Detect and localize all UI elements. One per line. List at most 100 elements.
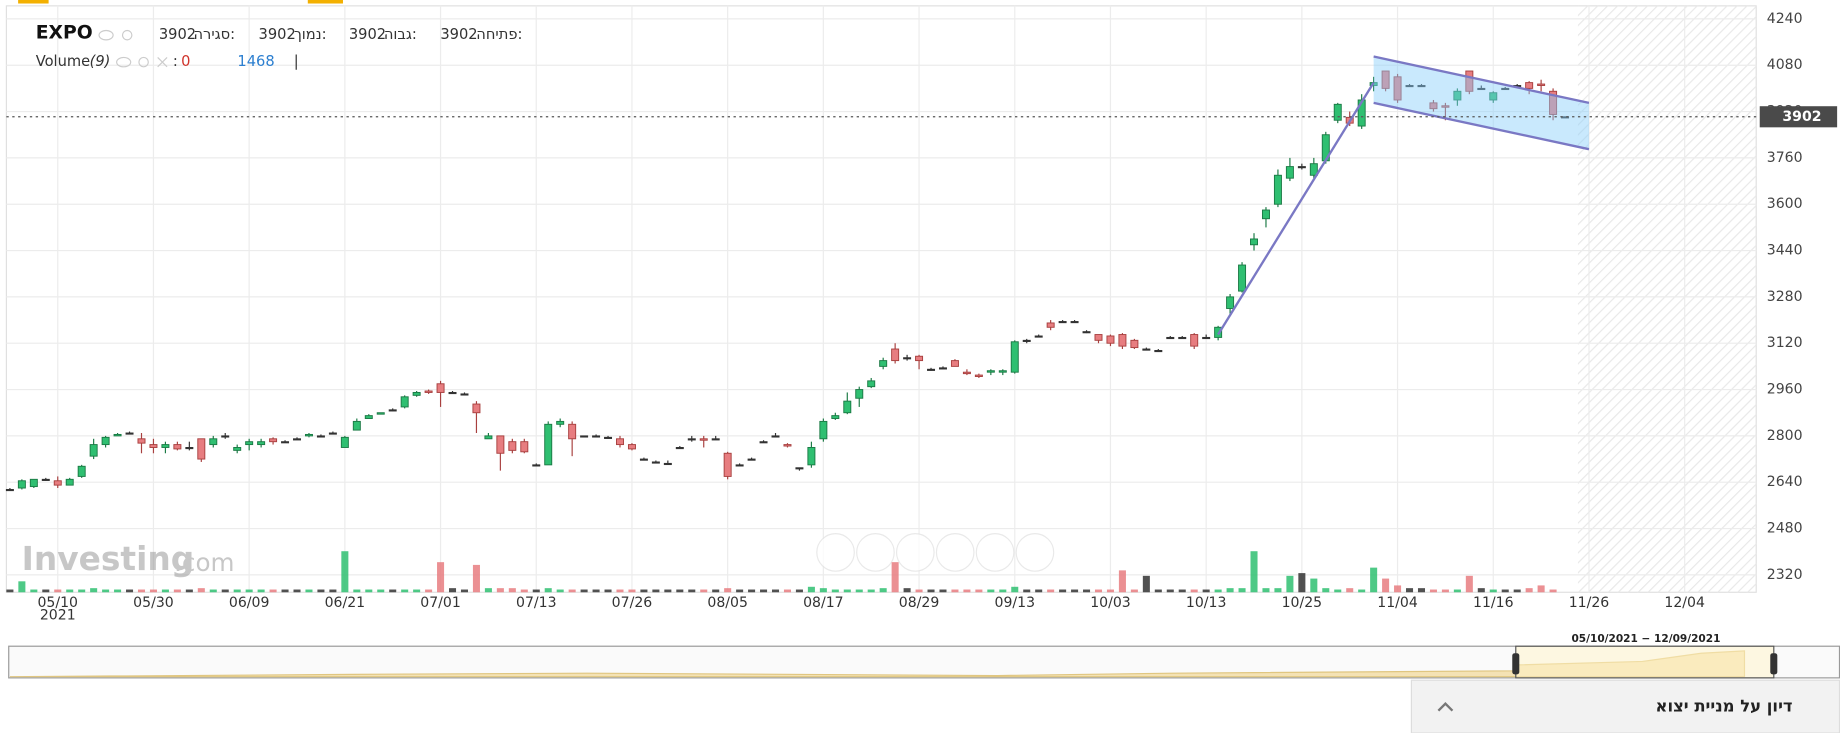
x-tick-label: 10/25 xyxy=(1282,595,1323,611)
candle-body xyxy=(1010,341,1019,373)
volume-bar xyxy=(544,588,552,593)
watermark: Investing .com xyxy=(22,540,235,578)
volume-bar xyxy=(1011,586,1019,593)
volume-bar xyxy=(1071,589,1079,593)
volume-bar xyxy=(114,589,122,593)
volume-bar xyxy=(1441,589,1449,593)
candle-body xyxy=(1058,321,1067,324)
candle-body xyxy=(1501,87,1510,91)
volume-bar xyxy=(54,589,62,593)
high-label: גבוה: xyxy=(384,26,417,43)
candle-body xyxy=(651,461,660,464)
x-tick-label: 08/17 xyxy=(803,595,844,611)
candle-body xyxy=(1118,334,1127,347)
candle-body xyxy=(1477,87,1486,91)
navigator-window[interactable] xyxy=(1515,645,1775,679)
trend-line xyxy=(1373,55,1590,105)
volume-bar xyxy=(1047,589,1055,593)
candle-body xyxy=(1429,102,1438,110)
candle-body xyxy=(508,441,517,451)
volume-bar xyxy=(1035,589,1043,593)
zoom-button[interactable] xyxy=(935,533,975,572)
volume-bar xyxy=(1262,588,1270,593)
zoom-button[interactable] xyxy=(895,533,935,572)
volume-label: Volume xyxy=(36,53,90,70)
candle-body xyxy=(41,478,50,481)
navigator-handle[interactable] xyxy=(1512,653,1520,675)
candle-body xyxy=(1166,336,1175,340)
candle-body xyxy=(1465,70,1474,92)
volume-bar xyxy=(604,589,612,593)
zoom-button[interactable] xyxy=(856,533,895,572)
zoom-button[interactable] xyxy=(1015,533,1055,572)
volume-bar xyxy=(425,589,433,593)
volume-bar xyxy=(245,589,253,593)
volume-bar xyxy=(987,589,995,593)
candle-body xyxy=(855,389,864,399)
discussion-bar[interactable] xyxy=(1410,679,1840,733)
volume-bar xyxy=(1238,588,1246,593)
y-tick-label: 2480 xyxy=(1767,521,1803,537)
close-value: 3902 xyxy=(159,26,196,43)
candle-body xyxy=(556,420,565,425)
trend-line xyxy=(1373,101,1590,151)
volume-bar xyxy=(1322,588,1330,593)
x-tick-label: 08/05 xyxy=(707,595,748,611)
candle-body xyxy=(340,436,349,448)
volume-bar xyxy=(449,588,457,593)
chevron[interactable] xyxy=(1437,702,1454,712)
volume-bar xyxy=(915,589,923,593)
x-tick-label: 10/03 xyxy=(1090,595,1131,611)
candle-body xyxy=(1142,348,1151,351)
candle-body xyxy=(17,480,26,489)
candle-body xyxy=(520,441,529,453)
volume-bar xyxy=(221,589,229,593)
volume-bar xyxy=(1274,588,1282,593)
y-tick-label: 2640 xyxy=(1767,474,1803,490)
volume-bar xyxy=(90,588,98,593)
volume-bar xyxy=(580,589,588,593)
candle-body xyxy=(269,438,278,443)
zoom-button[interactable] xyxy=(816,533,855,572)
y-tick-label: 3440 xyxy=(1767,243,1803,259)
candle-body xyxy=(915,355,924,362)
x-tick-label: 09/13 xyxy=(994,595,1035,611)
low-value: 3902 xyxy=(259,26,296,43)
volume-bar xyxy=(472,564,480,593)
y-tick-label: 3280 xyxy=(1767,289,1803,305)
volume-bar xyxy=(1310,578,1318,593)
volume xyxy=(6,551,1557,593)
candle-body xyxy=(185,447,194,450)
volume-bar xyxy=(197,588,205,593)
candle-body xyxy=(1489,92,1498,101)
volume-value: 0 xyxy=(181,53,190,70)
candle-body xyxy=(316,435,325,438)
candle-body xyxy=(1034,335,1043,338)
candle-body xyxy=(1549,90,1558,115)
volume-bar xyxy=(760,589,768,593)
volume-bar xyxy=(748,589,756,593)
candle-body xyxy=(639,458,648,461)
volume-bar xyxy=(1525,588,1533,593)
volume-bar xyxy=(484,588,492,593)
volume-bar xyxy=(137,589,146,593)
volume-bar xyxy=(1513,589,1521,593)
volume-bar xyxy=(999,589,1007,593)
navigator-handle[interactable] xyxy=(1770,653,1778,675)
volume-bar xyxy=(1370,567,1378,593)
zoom-button[interactable] xyxy=(975,533,1015,572)
volume-bar xyxy=(102,589,110,593)
volume-bar xyxy=(389,589,397,593)
volume-bar xyxy=(1059,589,1067,593)
volume-bar xyxy=(1394,585,1402,593)
candle-body xyxy=(592,435,601,438)
x-tick-label: 05/10 xyxy=(37,595,78,611)
candle-body xyxy=(580,435,589,438)
candle-body xyxy=(448,391,457,395)
candle-body xyxy=(1537,83,1546,86)
volume-bar xyxy=(676,589,684,593)
volume-bar xyxy=(628,589,636,593)
volume-bar xyxy=(1358,589,1366,593)
volume-bar xyxy=(975,589,983,593)
